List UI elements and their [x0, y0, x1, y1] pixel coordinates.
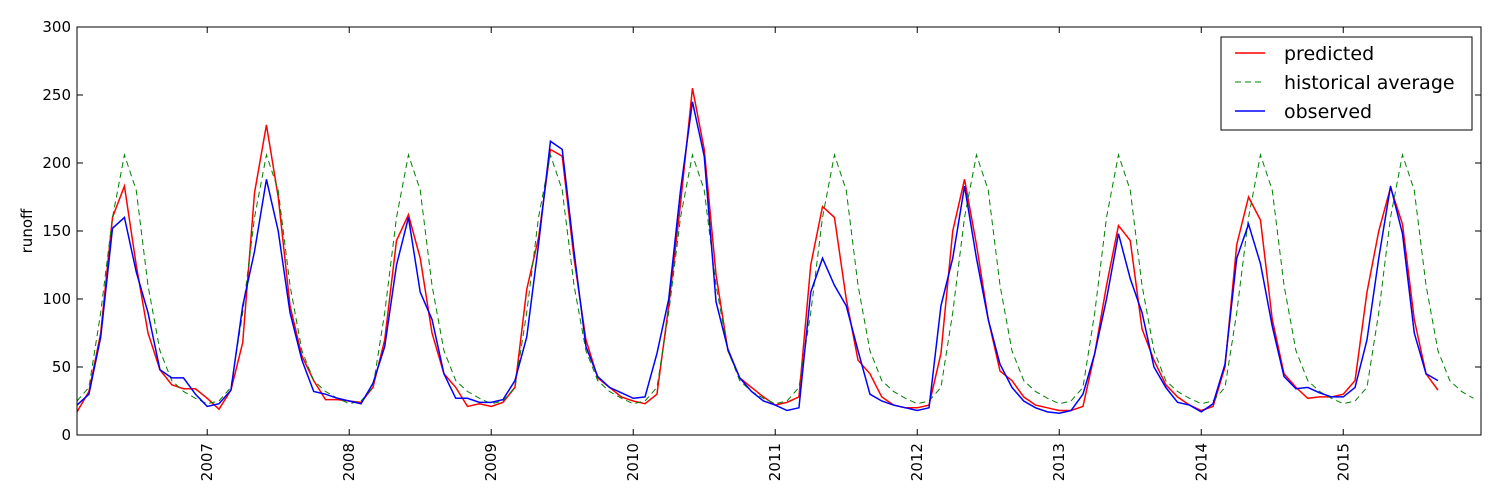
y-axis-label: runoff	[18, 208, 36, 253]
legend-box	[1220, 36, 1473, 131]
plot-frame	[76, 26, 1482, 436]
x-tick-label: 2015	[1334, 443, 1352, 481]
y-tick-label: 50	[52, 358, 71, 376]
legend-label: observed	[1284, 101, 1372, 123]
x-tick-label: 2007	[198, 443, 216, 481]
x-tick-label: 2012	[908, 443, 926, 481]
x-tick-label: 2008	[340, 443, 358, 481]
y-tick-label: 150	[42, 222, 71, 240]
y-tick-label: 0	[61, 426, 71, 444]
x-tick-label: 2010	[624, 443, 642, 481]
legend: predicted historical average observed	[1220, 36, 1473, 131]
legend-label: historical average	[1284, 72, 1455, 94]
x-tick-label: 2013	[1050, 443, 1068, 481]
x-tick-label: 2009	[482, 443, 500, 481]
data-line	[76, 101, 1439, 414]
data-line	[76, 152, 1474, 405]
y-tick-label: 200	[42, 154, 71, 172]
y-tick-label: 250	[42, 86, 71, 104]
x-tick-label: 2014	[1192, 443, 1210, 481]
y-tick-label: 100	[42, 290, 71, 308]
legend-label: predicted	[1284, 43, 1374, 65]
data-line	[76, 88, 1439, 413]
y-tick-label: 300	[42, 18, 71, 36]
x-tick-label: 2011	[766, 443, 784, 481]
